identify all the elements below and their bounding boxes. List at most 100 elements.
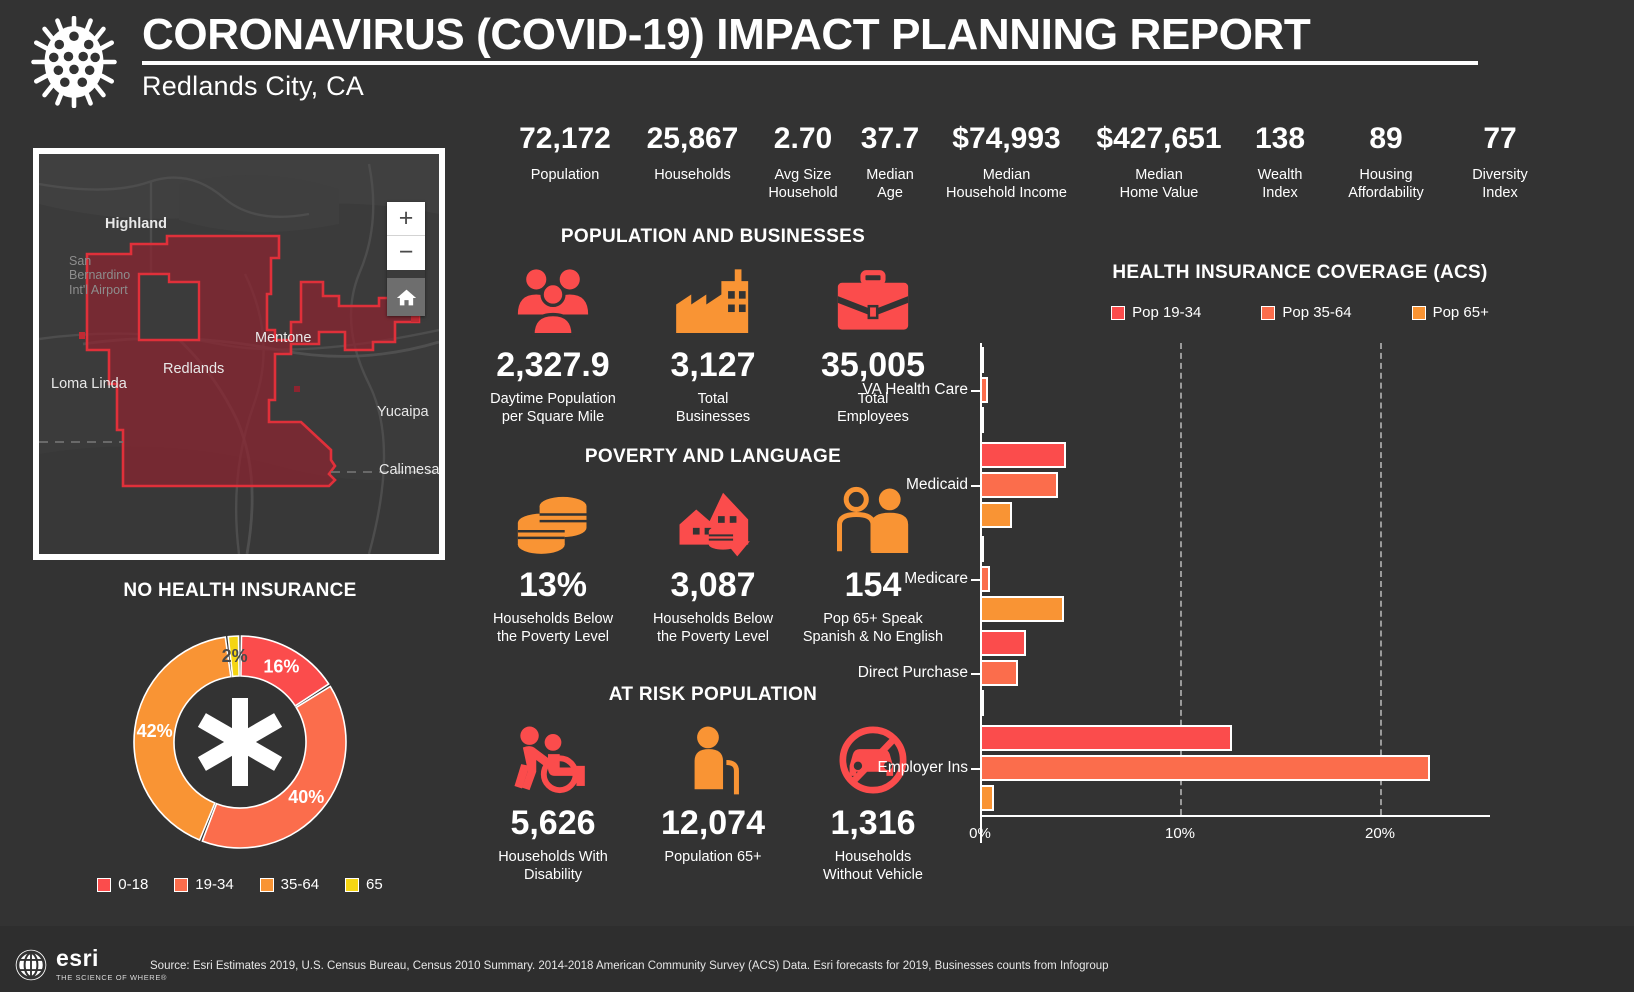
map-home-button[interactable]: [387, 278, 425, 316]
metric-label: Households With Disability: [498, 849, 608, 884]
legend-label: 35-64: [280, 876, 320, 893]
x-axis-tick-label: 20%: [1364, 825, 1396, 842]
location-map[interactable]: Highland San Bernardino Int'l Airport Me…: [33, 148, 445, 560]
chart-plot-area: 0% 10% 20% VA Health Care Medicaid Medicare Di…: [858, 343, 1620, 843]
donut-title: NO HEALTH INSURANCE: [123, 580, 357, 601]
stat-value: 2.70: [773, 122, 833, 155]
factory-icon: [676, 269, 749, 333]
stat-value: 72,172: [519, 122, 611, 155]
stat-avg-size-household: 2.70 Avg Size Household: [755, 124, 851, 202]
esri-wordmark: esri: [56, 945, 99, 971]
chart-bar: [980, 501, 1012, 528]
panel-population-and-businesses: POPULATION AND BUSINESSES 2,327.9 Daytime…: [478, 226, 948, 426]
no-health-insurance-section: NO HEALTH INSURANCE 16% 40% 42% 2% 0-18 19-3…: [20, 580, 460, 893]
metric-value: 2,327.9: [496, 346, 610, 384]
no-car-icon: [798, 720, 948, 796]
stat-median-home-value: $427,651 Median Home Value: [1084, 124, 1234, 202]
panel-title: POVERTY AND LANGUAGE: [584, 446, 842, 467]
stat-wealth-index: 138 Wealth Index: [1234, 124, 1326, 202]
esri-logo: esri THE SCIENCE OF WHERE®: [14, 947, 167, 982]
chart-bar: [980, 347, 984, 374]
esri-tagline: THE SCIENCE OF WHERE®: [56, 973, 168, 982]
map-zoom-controls[interactable]: + −: [387, 202, 425, 316]
chart-legend-item[interactable]: Pop 19-34: [1111, 304, 1201, 321]
metric-value: 12,074: [661, 804, 765, 842]
donut-slice-65: [227, 635, 240, 678]
chart-legend-item[interactable]: Pop 35-64: [1261, 304, 1352, 321]
footer-bar: [0, 926, 1634, 992]
elderly-cane-icon: [638, 720, 788, 796]
legend-swatch: [345, 877, 360, 892]
y-axis-category-label: VA Health Care: [862, 381, 968, 399]
house-value-down-icon: [679, 492, 750, 557]
donut-slice-19-34: [201, 685, 347, 849]
stat-label: Median Household Income: [946, 167, 1067, 202]
metric-value: 3,127: [670, 346, 756, 384]
chart-gridline: [1380, 343, 1382, 815]
metric-label: Total Employees: [837, 391, 909, 426]
chart-legend: Pop 19-34 Pop 35-64 Pop 65+: [980, 304, 1620, 321]
metric-value: 3,087: [670, 566, 756, 604]
factory-icon: [638, 262, 788, 338]
map-label-highland: Highland: [105, 216, 168, 232]
map-label-airport: San Bernardino Int'l Airport: [69, 254, 131, 297]
chart-bar: [980, 754, 1430, 781]
legend-swatch: [1411, 305, 1426, 320]
donut-legend-item: 35-64: [259, 876, 320, 893]
donut-chart: 16% 40% 42% 2%: [20, 616, 460, 868]
chart-bar: [980, 724, 1232, 751]
stat-label: Median Age: [866, 167, 914, 202]
chart-legend-item[interactable]: Pop 65+: [1411, 304, 1489, 321]
chart-bar: [980, 630, 1026, 657]
metric-value: 1,316: [830, 804, 916, 842]
report-header: CORONAVIRUS (COVID-19) IMPACT PLANNING R…: [28, 10, 1478, 109]
stat-value: $427,651: [1096, 122, 1222, 155]
page-subtitle: Redlands City, CA: [142, 71, 364, 102]
metric-cell: 2,327.9 Daytime Population per Square Mil…: [478, 262, 628, 426]
medical-star-of-life-icon: [197, 698, 283, 786]
y-axis-tick: [971, 390, 980, 393]
zoom-out-button[interactable]: −: [387, 236, 425, 270]
chart-bar: [980, 660, 1018, 687]
stat-value: 138: [1254, 122, 1306, 155]
panel-metrics-row: 2,327.9 Daytime Population per Square Mil…: [478, 262, 948, 426]
donut-legend: 0-18 19-34 35-64 65: [20, 876, 460, 893]
zoom-in-button[interactable]: +: [387, 202, 425, 236]
stat-diversity-index: 77 Diversity Index: [1446, 124, 1554, 202]
coins-stack-icon: [478, 482, 628, 558]
legend-label: 0-18: [118, 876, 149, 893]
metric-cell: 154 Pop 65+ Speak Spanish & No English: [798, 482, 948, 646]
metric-label: Households Below the Poverty Level: [652, 611, 774, 646]
map-label-loma-linda: Loma Linda: [51, 376, 127, 392]
metric-cell: 3,087 Households Below the Poverty Level: [638, 482, 788, 646]
donut-legend-item: 19-34: [174, 876, 234, 893]
donut-slice-label: 16%: [263, 657, 299, 677]
people-group-icon: [517, 269, 589, 337]
map-label-yucaipa: Yucaipa: [377, 404, 429, 420]
legend-swatch: [97, 877, 112, 892]
x-axis-tick-label: 0%: [969, 825, 991, 842]
people-group-icon: [478, 262, 628, 338]
donut-slice-35-64: [133, 636, 232, 842]
page-title: CORONAVIRUS (COVID-19) IMPACT PLANNING R…: [142, 10, 1311, 59]
stat-value: $74,993: [952, 122, 1061, 155]
donut-legend-item: 0-18: [97, 876, 148, 893]
stat-value: 25,867: [646, 122, 739, 155]
y-axis-category-label: Employer Ins: [877, 758, 968, 776]
metric-label: Daytime Population per Square Mile: [490, 391, 616, 426]
stat-label: Wealth Index: [1257, 167, 1303, 202]
globe-icon: [15, 949, 47, 980]
stat-housing-affordability: 89 Housing Affordability: [1326, 124, 1446, 202]
stat-population: 72,172 Population: [500, 124, 630, 184]
map-canvas[interactable]: Highland San Bernardino Int'l Airport Me…: [39, 154, 439, 554]
chart-bar: [980, 784, 994, 811]
legend-label: 19-34: [195, 876, 234, 893]
y-axis-tick: [971, 767, 980, 770]
legend-label: Pop 35-64: [1282, 304, 1352, 321]
chart-bar: [980, 566, 990, 592]
chart-bar: [980, 407, 984, 434]
metric-value: 5,626: [510, 804, 596, 842]
metric-label: Population 65+: [664, 849, 762, 865]
chart-bar: [980, 377, 988, 404]
metric-value: 154: [844, 566, 902, 604]
